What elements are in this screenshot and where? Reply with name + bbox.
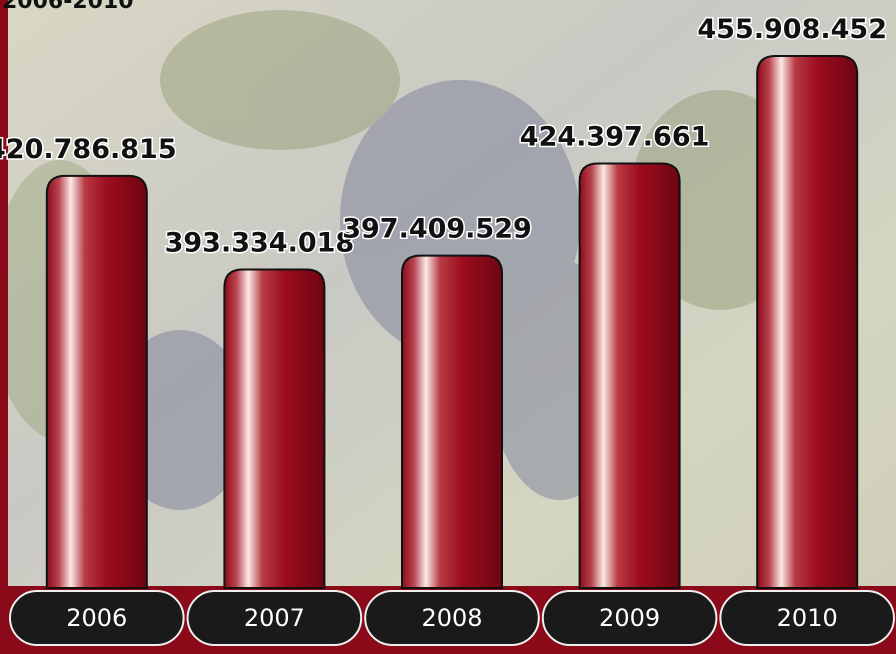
category-pill: [186, 590, 363, 646]
bar: [756, 54, 859, 589]
value-label: 424.397.661: [520, 121, 710, 152]
value-label: 420.786.815: [0, 134, 177, 165]
x-tick-label: 2007: [244, 604, 305, 632]
category-pill: [719, 590, 896, 646]
category-pill: [9, 590, 185, 646]
left-border: [0, 0, 8, 654]
bar: [45, 174, 148, 589]
value-label: 393.334.018: [165, 227, 355, 258]
category-pill: [364, 590, 540, 646]
x-tick-label: 2009: [599, 604, 660, 632]
chart-title: 2006-2010: [2, 0, 134, 14]
category-pill: [541, 590, 718, 646]
bar: [401, 254, 503, 589]
x-tick-label: 2008: [421, 604, 482, 632]
value-label: 455.908.452: [697, 14, 887, 45]
value-label: 397.409.529: [342, 214, 532, 245]
x-tick-label: 2006: [66, 604, 127, 632]
bar: [578, 162, 681, 589]
bar: [223, 268, 326, 589]
x-tick-label: 2010: [777, 604, 838, 632]
